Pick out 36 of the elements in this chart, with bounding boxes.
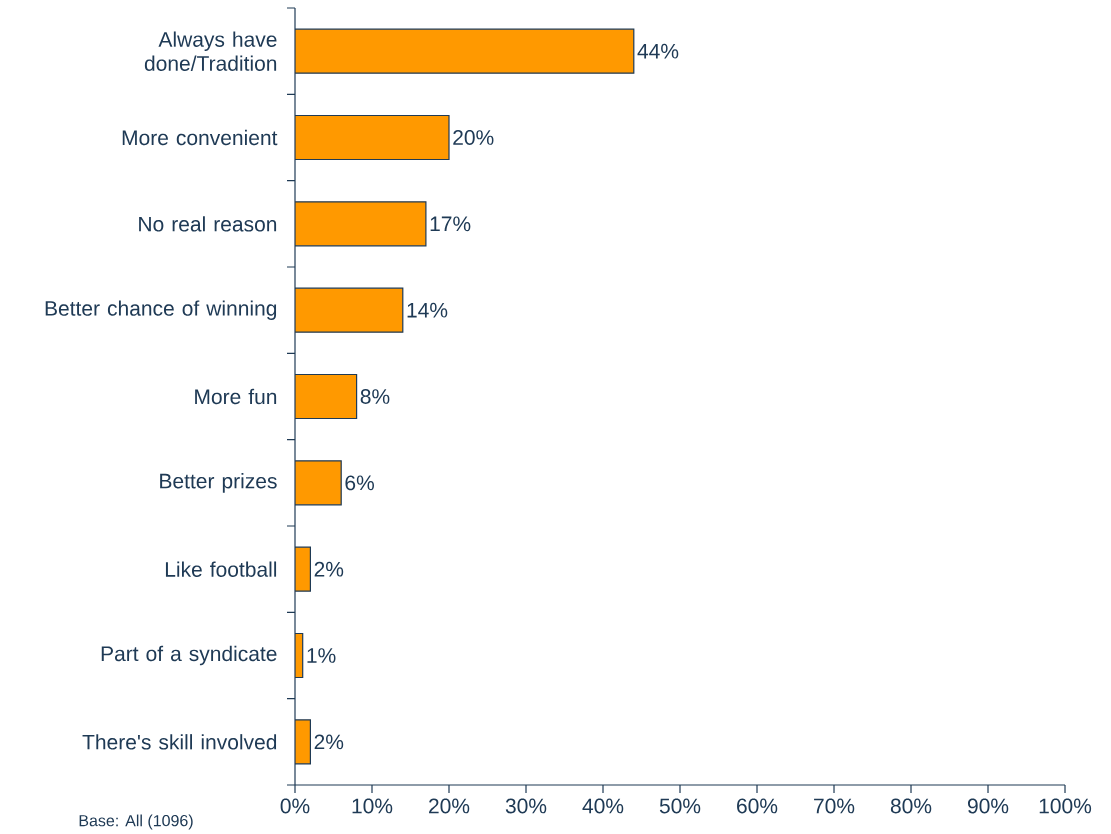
x-tick-label: 100% [1039, 798, 1092, 814]
y-tick-label: No real reason [139, 216, 277, 232]
x-tick-label: 70% [814, 798, 855, 814]
text: Base: All (1096) [79, 814, 193, 830]
data-label: 1% [307, 648, 336, 663]
bar [295, 28, 635, 74]
data-label: 17% [430, 216, 471, 232]
bar [295, 201, 427, 247]
bar [295, 460, 342, 506]
data-label: 2% [314, 561, 344, 577]
data-label: 8% [360, 389, 390, 404]
data-label: 44% [637, 43, 679, 59]
x-tick-label: 20% [429, 798, 470, 814]
y-tick-label: More convenient [122, 129, 278, 146]
y-tick-label: More fun [195, 388, 277, 405]
data-label: 6% [345, 475, 374, 491]
bar [295, 373, 358, 420]
y-tick-label: Always have done/Tradition [144, 31, 277, 71]
y-tick-label: Like football [165, 561, 277, 577]
x-tick-label: 60% [737, 798, 778, 814]
y-tick-label: Better prizes [160, 473, 277, 493]
x-tick-label: 30% [505, 798, 547, 814]
bar [295, 287, 404, 333]
bar [295, 114, 450, 161]
x-tick-label: 10% [352, 798, 393, 814]
y-tick-label: There's skill involved [82, 734, 277, 750]
x-tick-label: 80% [890, 798, 932, 814]
x-tick-label: 50% [659, 798, 701, 814]
x-tick-label: 40% [582, 798, 624, 814]
data-label: 20% [453, 130, 494, 145]
data-label: 2% [314, 734, 344, 750]
y-tick-label: Part of a syndicate [101, 645, 277, 666]
y-tick-label: Better chance of winning [45, 300, 277, 320]
x-tick-label: 90% [967, 798, 1009, 814]
x-tick-label: 0% [280, 798, 310, 814]
data-label: 14% [407, 302, 448, 318]
